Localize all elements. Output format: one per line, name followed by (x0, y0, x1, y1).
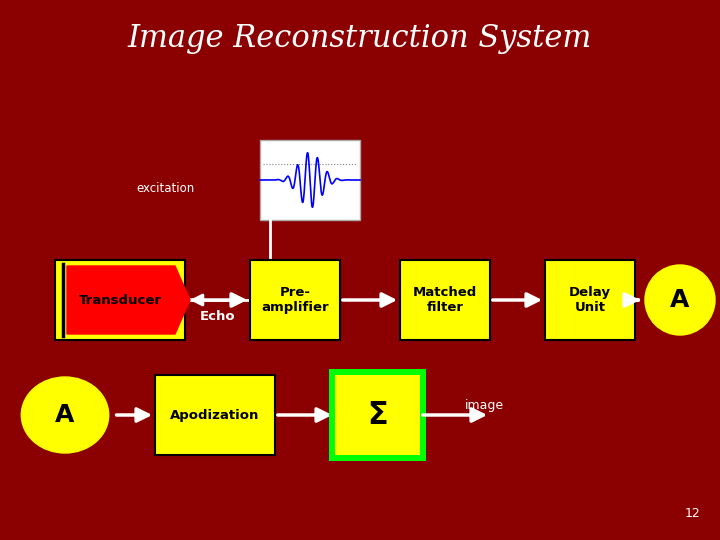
FancyBboxPatch shape (250, 260, 340, 340)
Text: Apodization: Apodization (171, 408, 260, 422)
Ellipse shape (22, 377, 109, 453)
Text: Pre-
amplifier: Pre- amplifier (261, 286, 329, 314)
Text: Delay
Unit: Delay Unit (569, 286, 611, 314)
Text: Echo: Echo (199, 309, 235, 322)
FancyBboxPatch shape (335, 375, 420, 455)
Text: A: A (670, 288, 690, 312)
Text: Σ: Σ (367, 401, 388, 429)
Text: Transducer: Transducer (78, 294, 161, 307)
Text: Image Reconstruction System: Image Reconstruction System (128, 23, 592, 53)
FancyBboxPatch shape (260, 140, 360, 220)
FancyBboxPatch shape (400, 260, 490, 340)
Text: excitation: excitation (137, 181, 195, 194)
Text: Matched
filter: Matched filter (413, 286, 477, 314)
Text: image: image (465, 399, 504, 411)
FancyBboxPatch shape (155, 375, 275, 455)
FancyBboxPatch shape (545, 260, 635, 340)
Polygon shape (67, 266, 190, 334)
Text: 12: 12 (684, 507, 700, 520)
Ellipse shape (645, 265, 715, 335)
FancyBboxPatch shape (329, 369, 426, 461)
Text: A: A (55, 403, 75, 427)
FancyBboxPatch shape (55, 260, 185, 340)
